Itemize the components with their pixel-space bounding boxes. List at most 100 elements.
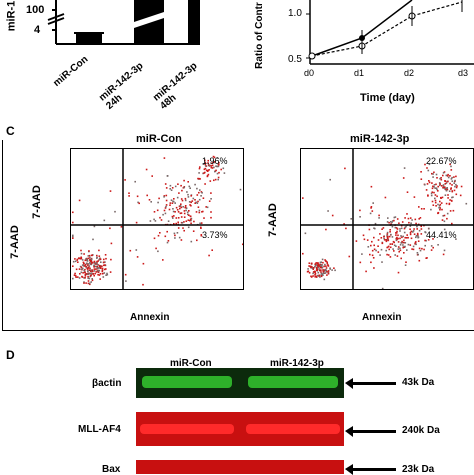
flow-event-dot <box>455 183 457 186</box>
flow-event-dot <box>395 245 397 247</box>
flow-event-dot <box>418 229 421 232</box>
flow-event-dot <box>94 272 97 275</box>
flow-event-dot <box>380 248 383 251</box>
flow-event-dot <box>317 266 319 269</box>
flow-ur-0: 1.96% <box>202 156 228 166</box>
flow-event-dot <box>327 210 329 212</box>
flow-event-dot <box>98 264 101 267</box>
flow-event-dot <box>325 265 327 267</box>
flow-event-dot <box>407 236 409 239</box>
flow-event-dot <box>190 204 192 207</box>
blot-strip-actin <box>136 368 344 398</box>
flow-event-dot <box>96 267 99 270</box>
flow-event-dot <box>389 243 392 245</box>
flow-event-dot <box>326 274 328 276</box>
flow-event-dot <box>417 233 419 236</box>
flow-event-dot <box>402 177 405 179</box>
flow-event-dot <box>138 202 140 205</box>
panel-b-ytick-0: 0.5 <box>288 54 302 65</box>
flow-event-dot <box>385 249 387 252</box>
flow-event-dot <box>322 274 324 276</box>
flow-event-dot <box>442 185 445 188</box>
flow-event-dot <box>318 263 320 266</box>
flow-event-dot <box>312 271 315 273</box>
flow-event-dot <box>316 268 318 270</box>
flow-event-dot <box>79 273 81 275</box>
flow-event-dot <box>455 186 458 189</box>
flow-event-dot <box>82 272 84 274</box>
flow-event-dot <box>322 272 325 274</box>
flow-event-dot <box>424 183 426 186</box>
flow-event-dot <box>163 157 166 159</box>
flow-event-dot <box>373 267 375 269</box>
flow-event-dot <box>103 261 105 264</box>
blot-size-0: 43k Da <box>402 377 435 388</box>
flow-event-dot <box>378 214 380 217</box>
flow-event-dot <box>442 215 444 217</box>
flow-event-dot <box>371 210 374 212</box>
flow-event-dot <box>437 244 439 246</box>
blot-row-label-0: βactin <box>92 378 122 389</box>
flow-event-dot <box>182 227 184 229</box>
flow-event-dot <box>430 208 432 211</box>
flow-event-dot <box>210 165 213 167</box>
flow-event-dot <box>215 165 217 167</box>
flow-event-dot <box>449 210 452 212</box>
flow-event-dot <box>104 254 107 256</box>
flow-event-dot <box>304 232 307 235</box>
flow-event-dot <box>394 226 397 229</box>
flow-event-dot <box>179 207 181 210</box>
flow-event-dot <box>428 180 430 182</box>
flow-event-dot <box>101 270 104 273</box>
flow-event-dot <box>178 192 180 194</box>
flow-event-dot <box>190 201 192 204</box>
flow-event-dot <box>439 200 441 203</box>
flow-event-dot <box>100 267 102 269</box>
flow-event-dot <box>387 217 389 219</box>
flow-event-dot <box>165 187 168 189</box>
flow-event-dot <box>166 175 169 177</box>
flow-event-dot <box>432 246 434 249</box>
flow-event-dot <box>416 252 419 254</box>
flow-event-dot <box>90 258 93 261</box>
flow-event-dot <box>436 177 438 179</box>
flow-event-dot <box>87 267 90 269</box>
blot-size-2: 23k Da <box>402 464 435 475</box>
flow-event-dot <box>423 248 425 251</box>
flow-event-dot <box>98 274 101 276</box>
flow-event-dot <box>101 269 104 272</box>
flow-event-dot <box>314 266 316 268</box>
flow-event-dot <box>197 200 199 203</box>
flow-event-dot <box>400 235 402 237</box>
flow-event-dot <box>435 187 438 189</box>
flow-event-dot <box>315 266 318 269</box>
flow-event-dot <box>320 271 322 273</box>
flow-event-dot <box>306 270 309 273</box>
flow-event-dot <box>214 170 216 173</box>
flow-event-dot <box>160 219 163 221</box>
flow-event-dot <box>450 187 452 189</box>
flow-event-dot <box>446 187 448 189</box>
flow-event-dot <box>96 257 98 259</box>
flow-event-dot <box>211 249 213 251</box>
flow-event-dot <box>450 165 452 168</box>
flow-event-dot <box>314 263 316 266</box>
flow-event-dot <box>373 227 375 229</box>
flow-event-dot <box>451 184 453 186</box>
flow-event-dot <box>98 267 100 269</box>
flow-event-dot <box>177 211 180 213</box>
flow-event-dot <box>81 259 84 261</box>
flow-event-dot <box>447 176 450 179</box>
flow-event-dot <box>451 190 453 192</box>
flow-event-dot <box>218 162 220 164</box>
flow-event-dot <box>125 280 127 282</box>
flow-event-dot <box>418 247 421 250</box>
flow-event-dot <box>91 273 93 275</box>
flow-event-dot <box>174 211 176 213</box>
flow-event-dot <box>90 263 93 266</box>
flow-event-dot <box>104 264 106 266</box>
flow-event-dot <box>395 232 397 234</box>
flow-event-dot <box>398 250 400 253</box>
flow-event-dot <box>427 169 430 172</box>
flow-event-dot <box>174 185 177 188</box>
